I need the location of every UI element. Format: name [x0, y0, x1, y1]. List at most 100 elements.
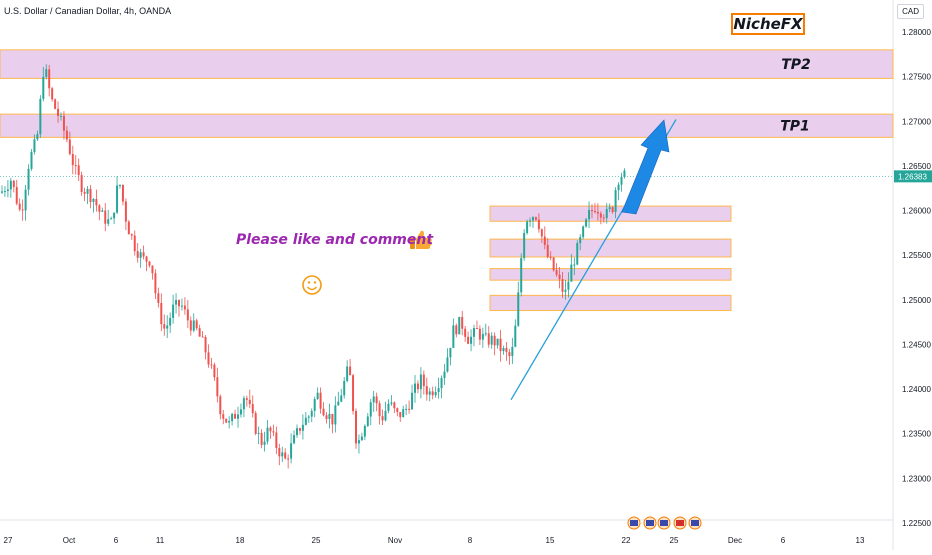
candle-body [352, 375, 355, 412]
candle-body [523, 233, 526, 259]
candle-body [378, 403, 381, 417]
candle-body [207, 352, 210, 365]
candle-body [290, 443, 293, 459]
candle-body [614, 190, 617, 212]
candle-body [154, 273, 157, 294]
candle-body [440, 378, 443, 389]
candle-body [623, 170, 626, 178]
candle-body [272, 431, 275, 433]
candle-body [346, 366, 349, 381]
candle-body [549, 256, 552, 258]
candle-body [130, 234, 133, 236]
candle-body [372, 396, 375, 403]
candle-body [387, 403, 390, 411]
candle-body [399, 412, 402, 418]
candle-body [490, 335, 493, 345]
target-zone [0, 49, 894, 79]
candle-body [113, 212, 116, 219]
candle-body [89, 188, 92, 202]
candle-body [319, 392, 322, 409]
time-tick-label: 25 [312, 536, 321, 545]
candle-body [334, 405, 337, 425]
candle-body [514, 325, 517, 347]
candle-body [54, 99, 57, 109]
candle-body [1, 191, 3, 193]
candle-body [33, 139, 36, 153]
price-tick-label: 1.25500 [902, 251, 931, 260]
event-flag-fill [660, 520, 668, 526]
candle-body [591, 210, 593, 212]
candle-body [520, 258, 523, 293]
candle-body [192, 320, 195, 331]
time-tick-label: 8 [468, 536, 473, 545]
time-tick-label: 15 [546, 536, 555, 545]
candle-body [363, 425, 366, 437]
candle-body [296, 428, 298, 436]
candle-body [198, 328, 201, 337]
candle-body [611, 207, 614, 212]
candle-body [77, 165, 80, 176]
candle-body [116, 185, 119, 213]
candle-body [24, 189, 27, 211]
candle-body [340, 395, 343, 402]
price-tick-label: 1.22500 [902, 519, 931, 528]
candle-body [402, 409, 405, 418]
candle-body [369, 402, 372, 417]
candle-body [180, 305, 183, 307]
candle-body [582, 226, 585, 238]
last-price-label: 1.26383 [898, 172, 927, 181]
candle-body [411, 392, 414, 410]
candle-body [234, 413, 237, 419]
candle-body [119, 184, 121, 186]
candle-body [461, 316, 464, 329]
candle-body [145, 256, 148, 262]
currency-badge[interactable]: CAD [897, 4, 924, 19]
candle-body [588, 210, 591, 220]
candle-body [248, 399, 251, 405]
candle-body [470, 336, 473, 344]
candle-body [437, 388, 440, 392]
candle-body [517, 292, 520, 326]
candle-body [499, 338, 502, 352]
candle-body [502, 347, 505, 352]
candle-body [189, 320, 192, 331]
candle-body [127, 221, 130, 235]
candle-body [532, 217, 534, 221]
candle-body [307, 416, 310, 418]
event-flag-fill [676, 520, 684, 526]
time-tick-label: 18 [236, 536, 245, 545]
candle-body [95, 198, 98, 206]
candle-body [225, 418, 228, 423]
candle-body [478, 328, 481, 340]
candle-body [493, 335, 496, 346]
candle-body [12, 180, 15, 188]
candle-body [133, 235, 136, 252]
candle-body [316, 392, 319, 399]
candle-body [596, 211, 599, 214]
candle-body [175, 300, 178, 305]
candle-body [104, 210, 107, 224]
candle-body [529, 220, 532, 222]
candle-body [446, 357, 449, 372]
candle-body [464, 328, 467, 337]
candle-body [331, 413, 334, 425]
candle-body [257, 432, 260, 434]
candle-body [443, 371, 446, 379]
candle-body [422, 374, 425, 387]
candle-body [254, 413, 257, 434]
candle-body [434, 391, 437, 396]
candle-body [570, 264, 573, 282]
candle-body [68, 139, 71, 155]
time-tick-label: Oct [63, 536, 76, 545]
price-tick-label: 1.26500 [902, 162, 931, 171]
candle-body [151, 265, 154, 274]
candle-body [481, 333, 484, 340]
candle-body [576, 243, 579, 265]
candle-body [310, 410, 313, 417]
zone-label-tp2: TP2 [781, 57, 811, 73]
candle-body [537, 219, 540, 230]
like-comment-text: Please like and comment [236, 232, 434, 248]
candle-body [86, 188, 89, 194]
candle-body [231, 413, 234, 422]
